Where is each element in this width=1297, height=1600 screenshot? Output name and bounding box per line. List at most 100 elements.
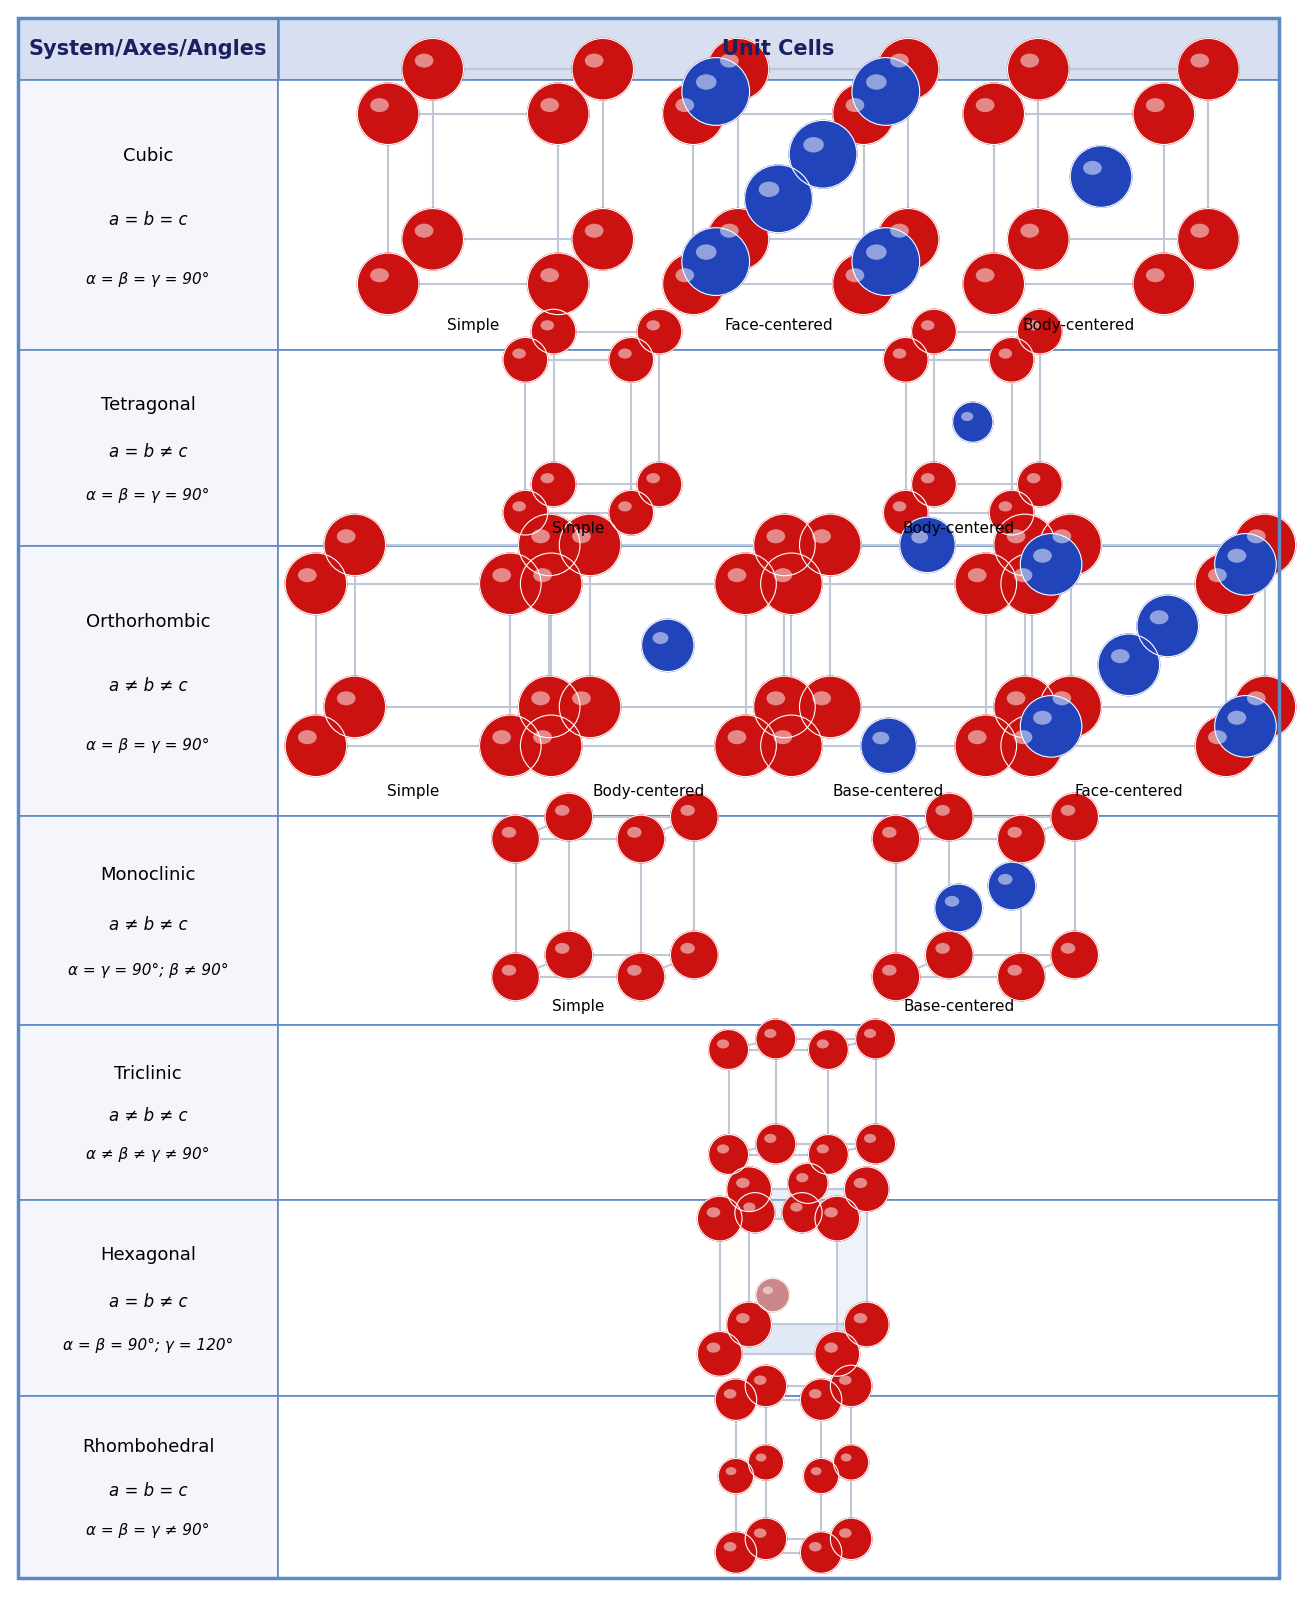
Ellipse shape bbox=[681, 942, 695, 954]
Circle shape bbox=[608, 490, 654, 534]
Circle shape bbox=[1235, 677, 1296, 738]
Ellipse shape bbox=[935, 942, 949, 954]
Ellipse shape bbox=[1021, 53, 1039, 67]
Circle shape bbox=[856, 1125, 895, 1163]
Ellipse shape bbox=[737, 1178, 750, 1189]
Circle shape bbox=[872, 814, 920, 862]
Ellipse shape bbox=[935, 805, 949, 816]
Circle shape bbox=[545, 931, 593, 979]
Circle shape bbox=[358, 253, 419, 315]
Circle shape bbox=[852, 58, 920, 125]
Circle shape bbox=[492, 954, 540, 1000]
Circle shape bbox=[324, 677, 385, 738]
Ellipse shape bbox=[512, 349, 525, 358]
Circle shape bbox=[844, 1302, 888, 1347]
Circle shape bbox=[519, 677, 580, 738]
Ellipse shape bbox=[298, 730, 316, 744]
Text: α = β = γ = 90°: α = β = γ = 90° bbox=[87, 738, 210, 754]
Ellipse shape bbox=[1191, 53, 1209, 67]
Circle shape bbox=[953, 402, 994, 442]
Circle shape bbox=[532, 309, 576, 354]
Circle shape bbox=[754, 677, 816, 738]
Ellipse shape bbox=[415, 224, 433, 238]
Circle shape bbox=[746, 1365, 787, 1406]
Ellipse shape bbox=[999, 874, 1013, 885]
Circle shape bbox=[715, 715, 777, 776]
Ellipse shape bbox=[1034, 549, 1052, 563]
Circle shape bbox=[935, 885, 983, 931]
Ellipse shape bbox=[921, 320, 935, 331]
Circle shape bbox=[808, 1029, 848, 1069]
Bar bbox=[278, 18, 1279, 80]
Ellipse shape bbox=[873, 731, 890, 744]
Circle shape bbox=[1134, 83, 1195, 144]
Text: a = b ≠ c: a = b ≠ c bbox=[109, 443, 187, 461]
Circle shape bbox=[520, 554, 582, 614]
Ellipse shape bbox=[626, 965, 642, 976]
Circle shape bbox=[520, 715, 582, 776]
Ellipse shape bbox=[892, 501, 907, 512]
Ellipse shape bbox=[846, 98, 864, 112]
Circle shape bbox=[642, 619, 694, 672]
Circle shape bbox=[715, 1379, 756, 1421]
Ellipse shape bbox=[1014, 568, 1032, 582]
Ellipse shape bbox=[767, 691, 785, 706]
Circle shape bbox=[782, 1192, 822, 1234]
Ellipse shape bbox=[533, 568, 553, 582]
Ellipse shape bbox=[864, 1134, 875, 1142]
Text: Tetragonal: Tetragonal bbox=[101, 395, 196, 414]
Circle shape bbox=[833, 83, 895, 144]
Ellipse shape bbox=[502, 827, 516, 838]
Text: α = β = γ = 90°: α = β = γ = 90° bbox=[87, 272, 210, 288]
Circle shape bbox=[844, 1166, 888, 1211]
Ellipse shape bbox=[840, 1453, 852, 1461]
Ellipse shape bbox=[754, 1376, 767, 1386]
Ellipse shape bbox=[737, 1314, 750, 1323]
Circle shape bbox=[748, 1445, 783, 1480]
Text: Body-centered: Body-centered bbox=[1022, 318, 1135, 333]
Text: a ≠ b ≠ c: a ≠ b ≠ c bbox=[109, 915, 187, 934]
Text: α ≠ β ≠ γ ≠ 90°: α ≠ β ≠ γ ≠ 90° bbox=[87, 1147, 210, 1162]
Bar bbox=[18, 1200, 278, 1395]
Ellipse shape bbox=[1008, 965, 1022, 976]
Text: Simple: Simple bbox=[553, 522, 604, 536]
Circle shape bbox=[988, 862, 1036, 910]
Circle shape bbox=[715, 1531, 756, 1573]
Circle shape bbox=[756, 1278, 790, 1312]
Ellipse shape bbox=[944, 896, 960, 907]
Circle shape bbox=[800, 1531, 842, 1573]
Circle shape bbox=[856, 1019, 895, 1059]
Text: Face-centered: Face-centered bbox=[1074, 784, 1183, 800]
Ellipse shape bbox=[533, 730, 553, 744]
Ellipse shape bbox=[646, 474, 660, 483]
Circle shape bbox=[682, 227, 750, 296]
Ellipse shape bbox=[728, 730, 746, 744]
Ellipse shape bbox=[796, 1173, 808, 1182]
Circle shape bbox=[962, 83, 1025, 144]
Circle shape bbox=[990, 490, 1034, 534]
Ellipse shape bbox=[1006, 530, 1026, 544]
Bar bbox=[18, 1395, 278, 1578]
Text: Body-centered: Body-centered bbox=[903, 522, 1014, 536]
Bar bbox=[18, 18, 278, 80]
Ellipse shape bbox=[866, 245, 887, 259]
Bar bbox=[18, 1026, 278, 1200]
Circle shape bbox=[480, 554, 541, 614]
Circle shape bbox=[744, 165, 812, 232]
Ellipse shape bbox=[1053, 691, 1071, 706]
Ellipse shape bbox=[812, 530, 831, 544]
Ellipse shape bbox=[720, 53, 739, 67]
Ellipse shape bbox=[370, 98, 389, 112]
Circle shape bbox=[787, 1163, 827, 1203]
Circle shape bbox=[1178, 38, 1239, 99]
Ellipse shape bbox=[502, 965, 516, 976]
Ellipse shape bbox=[572, 691, 591, 706]
Circle shape bbox=[799, 677, 861, 738]
Bar bbox=[278, 1200, 1279, 1395]
Circle shape bbox=[815, 1331, 860, 1376]
Circle shape bbox=[608, 338, 654, 382]
Text: Unit Cells: Unit Cells bbox=[722, 38, 835, 59]
Ellipse shape bbox=[541, 474, 554, 483]
Text: Base-centered: Base-centered bbox=[903, 998, 1014, 1014]
Circle shape bbox=[617, 954, 665, 1000]
